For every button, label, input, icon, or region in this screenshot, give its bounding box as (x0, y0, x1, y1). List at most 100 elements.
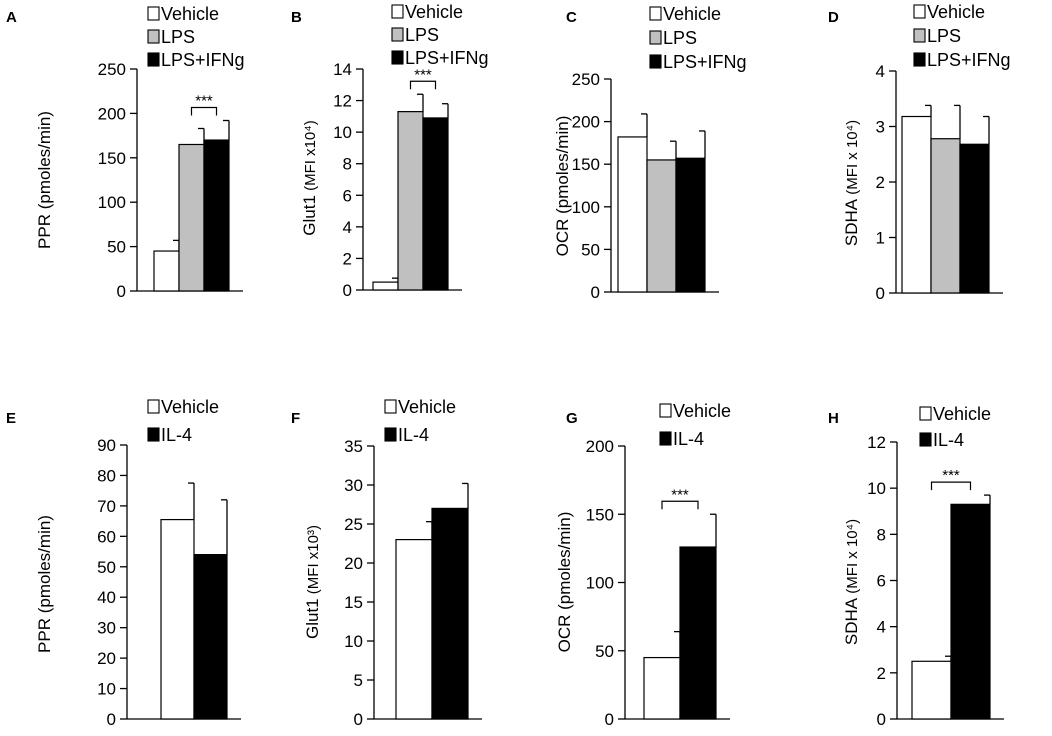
legend-swatch (649, 54, 662, 69)
legend-label: LPS+IFNg (161, 50, 245, 70)
legend-swatch (649, 6, 662, 21)
y-tick-label: 150 (572, 155, 600, 174)
legend-label: LPS+IFNg (663, 52, 747, 72)
y-tick-label: 14 (333, 60, 352, 79)
legend-label: Vehicle (161, 4, 219, 24)
panel-letter: B (291, 9, 302, 26)
y-axis-label: SDHA (MFI x 10⁴) (842, 519, 861, 645)
y-axis-label: OCR (pmoles/min) (553, 116, 572, 257)
panel-letter: A (6, 9, 17, 26)
y-tick-label: 100 (572, 198, 600, 217)
y-tick-label: 2 (343, 249, 352, 268)
panel-e: E 0 10 20 30 40 50 60 70 80 90 PPR (pmoles/min) Vehi… (6, 397, 241, 729)
legend-swatch (919, 432, 932, 447)
y-tick-label: 50 (595, 642, 614, 661)
bar-il-4 (679, 546, 717, 720)
legend-label: Vehicle (161, 397, 219, 417)
legend-swatch (391, 27, 404, 42)
legend-label: Vehicle (398, 397, 456, 417)
legend-swatch (659, 403, 672, 418)
y-tick-label: 200 (586, 437, 614, 456)
panel-letter: D (828, 9, 839, 26)
significance-label: *** (671, 486, 689, 503)
y-tick-label: 3 (876, 118, 885, 137)
y-axis-label: PPR (pmoles/min) (35, 111, 54, 249)
y-tick-label: 0 (354, 710, 363, 729)
y-axis-label: Glut1 (MFI x10⁴) (300, 120, 319, 235)
y-tick-label: 50 (97, 558, 116, 577)
panel-h: H 0 2 4 6 8 10 12 SDHA (MFI x 10⁴) *** Vehicle IL-4 (828, 404, 1004, 729)
panel-g: G 0 50 100 150 200 OCR (pmoles/min) *** Vehicle I… (555, 401, 731, 729)
significance-bracket (409, 80, 437, 90)
y-tick-label: 40 (97, 588, 116, 607)
bar-il-4 (950, 503, 991, 720)
bar-lps-ifng (675, 157, 706, 293)
y-tick-label: 0 (107, 710, 116, 729)
y-tick-label: 50 (107, 238, 126, 257)
y-tick-label: 0 (877, 710, 886, 729)
panel-letter: F (291, 410, 300, 427)
y-tick-label: 2 (877, 664, 886, 683)
legend-label: IL-4 (398, 425, 429, 445)
panel-d: D 0 1 2 3 4 SDHA (MFI x 10⁴) Vehicle LPS LPS+IFNg (828, 2, 1011, 303)
bar-vehicle (901, 115, 932, 294)
bar-il-4 (193, 553, 228, 720)
legend-label: Vehicle (663, 4, 721, 24)
legend-swatch (147, 52, 160, 67)
legend-swatch (659, 431, 672, 446)
y-tick-label: 200 (572, 113, 600, 132)
bar-vehicle (372, 281, 399, 291)
y-tick-label: 30 (344, 476, 363, 495)
bar-lps (646, 159, 677, 293)
bar-lps-ifng (203, 139, 230, 292)
y-tick-label: 0 (117, 282, 126, 301)
bar-vehicle (153, 250, 180, 292)
y-tick-label: 30 (97, 619, 116, 638)
bar-il-4 (431, 507, 469, 720)
y-tick-label: 20 (97, 649, 116, 668)
bar-lps (178, 143, 205, 292)
legend-swatch (913, 52, 926, 67)
bar-lps-ifng (959, 143, 990, 294)
bar-vehicle (643, 656, 681, 720)
legend-swatch (919, 406, 932, 421)
legend-label: LPS (663, 28, 697, 48)
y-axis-label: SDHA (MFI x 10⁴) (842, 120, 861, 246)
y-axis-label: PPR (pmoles/min) (35, 515, 54, 653)
legend-swatch (913, 4, 926, 19)
y-tick-label: 80 (97, 466, 116, 485)
legend-swatch (147, 427, 160, 442)
legend-label: LPS (927, 26, 961, 46)
y-tick-label: 6 (343, 186, 352, 205)
y-tick-label: 150 (586, 505, 614, 524)
legend-label: IL-4 (161, 425, 192, 445)
bar-vehicle (160, 518, 195, 720)
legend-label: Vehicle (673, 401, 731, 421)
legend-swatch (384, 399, 397, 414)
y-tick-label: 100 (586, 574, 614, 593)
panel-a: A 0 50 100 150 200 250 PPR (pmoles/min) *** Vehic… (6, 4, 245, 301)
y-tick-label: 0 (605, 710, 614, 729)
y-tick-label: 90 (97, 436, 116, 455)
significance-label: *** (414, 66, 432, 83)
legend-label: LPS+IFNg (927, 50, 1011, 70)
significance-bracket (190, 106, 218, 116)
legend-swatch (384, 427, 397, 442)
legend-swatch (913, 28, 926, 43)
y-tick-label: 35 (344, 437, 363, 456)
y-tick-label: 10 (344, 632, 363, 651)
y-tick-label: 2 (876, 173, 885, 192)
y-tick-label: 150 (98, 149, 126, 168)
bar-lps-ifng (422, 117, 449, 291)
legend-swatch (649, 30, 662, 45)
y-axis-label: Glut1 (MFI x10³) (303, 525, 322, 639)
y-tick-label: 100 (98, 193, 126, 212)
panel-letter: E (6, 410, 16, 427)
panel-c: C 0 50 100 150 200 250 OCR (pmoles/min) Vehicle L… (553, 4, 747, 302)
legend-label: LPS (161, 27, 195, 47)
significance-bracket (930, 481, 972, 491)
y-tick-label: 4 (877, 618, 886, 637)
y-tick-label: 200 (98, 104, 126, 123)
